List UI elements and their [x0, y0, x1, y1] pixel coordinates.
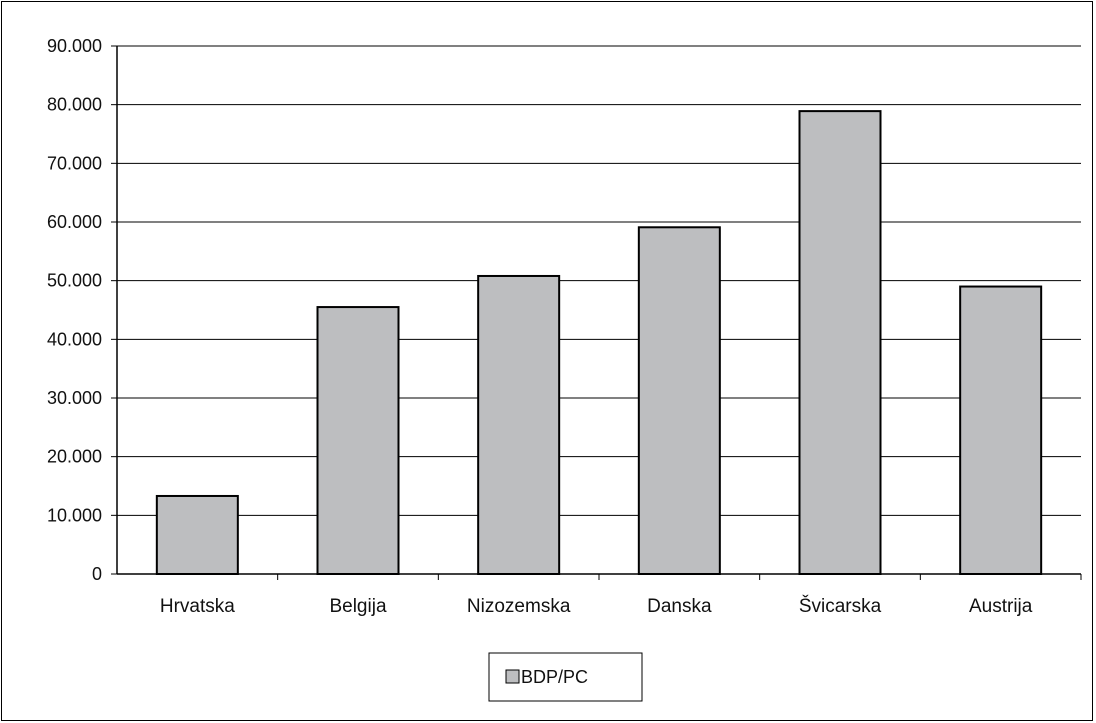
bar-nizozemska	[477, 274, 561, 575]
x-axis-category-labels: Hrvatska Belgija Nizozemska Danska Švicarska…	[160, 574, 1082, 617]
bars	[155, 110, 1043, 576]
y-tick-label: 30.000	[47, 388, 102, 408]
y-tick-label: 80.000	[47, 95, 102, 115]
y-tick-label: 70.000	[47, 153, 102, 173]
y-tick-label: 0	[92, 564, 102, 584]
y-tick-label: 40.000	[47, 329, 102, 349]
y-tick-label: 60.000	[47, 212, 102, 232]
y-axis-tick-labels: 0 10.000 20.000 30.000 40.000 50.000 60.000 70.…	[47, 36, 117, 584]
x-category-label: Austrija	[969, 596, 1033, 617]
y-tick-label: 90.000	[47, 36, 102, 56]
y-tick-label: 50.000	[47, 271, 102, 291]
x-category-label: Švicarska	[799, 595, 882, 617]
x-category-label: Danska	[647, 596, 712, 617]
bar-danska	[637, 226, 721, 575]
bar-belgija	[316, 306, 400, 575]
bar-švicarska	[798, 110, 882, 576]
x-category-label: Nizozemska	[467, 596, 571, 617]
legend-label: BDP/PC	[521, 667, 588, 687]
bar-austrija	[959, 285, 1043, 575]
legend: BDP/PC	[488, 652, 643, 702]
x-category-label: Belgija	[329, 596, 386, 617]
y-tick-label: 10.000	[47, 505, 102, 525]
y-tick-label: 20.000	[47, 447, 102, 467]
gridlines	[117, 45, 1081, 516]
x-category-label: Hrvatska	[160, 596, 235, 617]
legend-swatch	[505, 669, 520, 684]
bar-hrvatska	[155, 494, 239, 575]
